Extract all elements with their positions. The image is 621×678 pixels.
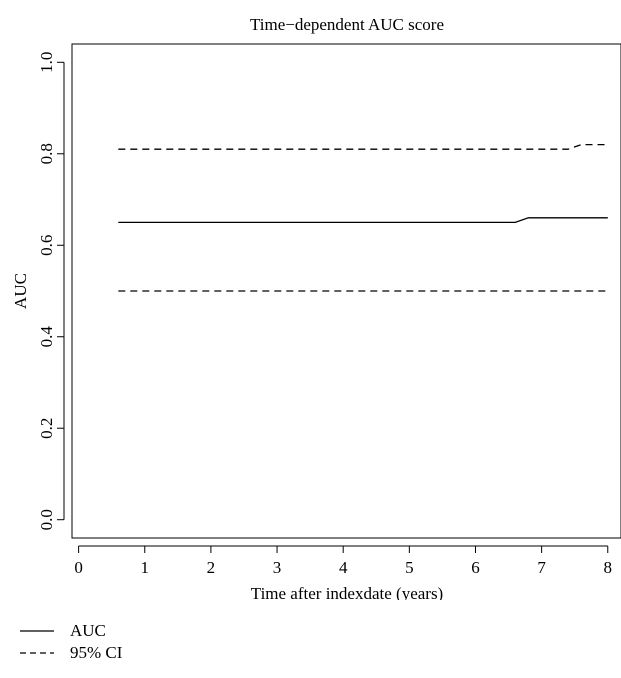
plot-frame <box>71 43 621 539</box>
series-line-0 <box>118 217 608 224</box>
y-axis-label: AUC <box>11 273 30 309</box>
y-tick-label: 0.6 <box>37 235 56 256</box>
y-tick-label: 0.4 <box>37 326 56 348</box>
series-line-1 <box>118 143 608 150</box>
axis-layer: 0 1 2 3 4 5 6 7 8 0.0 0.2 0.4 0.6 0.8 1.0 <box>37 52 612 577</box>
y-tick-label: 0.8 <box>37 143 56 164</box>
x-tick-label: 7 <box>537 558 546 577</box>
legend-item-auc: AUC <box>20 620 122 642</box>
legend: AUC 95% CI <box>20 620 122 664</box>
x-tick-label: 2 <box>207 558 216 577</box>
series-layer <box>118 143 608 292</box>
chart-title: Time−dependent AUC score <box>250 15 444 34</box>
x-tick-label: 1 <box>141 558 150 577</box>
x-tick-label: 4 <box>339 558 348 577</box>
x-tick-label: 3 <box>273 558 282 577</box>
x-tick-label: 0 <box>74 558 83 577</box>
x-axis-label: Time after indexdate (years) <box>251 584 443 600</box>
legend-item-ci: 95% CI <box>20 642 122 664</box>
legend-label-auc: AUC <box>70 621 106 640</box>
auc-chart: Time−dependent AUC score 0 1 2 3 4 5 6 7 8 0.0 0.2… <box>11 15 621 600</box>
legend-solid-line-icon <box>20 630 54 632</box>
legend-label-ci: 95% CI <box>70 643 123 662</box>
y-tick-label: 0.2 <box>37 418 56 439</box>
y-tick-label: 0.0 <box>37 509 56 530</box>
x-tick-label: 8 <box>604 558 613 577</box>
y-tick-label: 1.0 <box>37 52 56 73</box>
legend-dashed-line-icon <box>20 652 54 654</box>
x-tick-label: 6 <box>471 558 480 577</box>
x-tick-label: 5 <box>405 558 414 577</box>
